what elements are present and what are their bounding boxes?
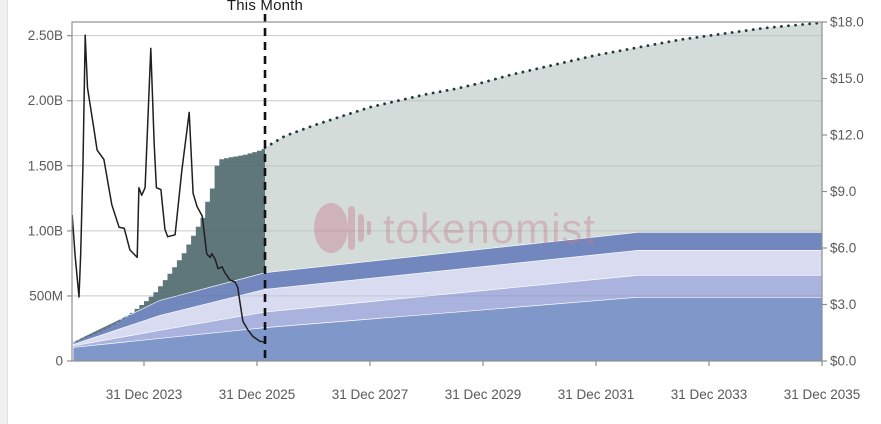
watermark: tokenomist: [314, 203, 596, 253]
y-left-tick-label-2: 1.00B: [28, 223, 63, 238]
y-left-tick-label-5: 2.50B: [28, 28, 63, 43]
logo-bar-0: [348, 206, 355, 250]
left-scroll-gutter: [0, 0, 8, 424]
unlocking-supply-future-top-line: [263, 21, 824, 149]
logo-bar-1: [358, 214, 364, 242]
unlocking-supply-future: [265, 22, 822, 273]
unlocked-supply-history: [73, 147, 266, 342]
x-tick-label-1: 31 Dec 2025: [219, 387, 296, 402]
y-left-tick-label-3: 1.50B: [28, 158, 63, 173]
axes-layer: [67, 21, 827, 366]
axis-labels-layer: 31 Dec 2023 31 Dec 2025 31 Dec 2027 31 Dec …: [28, 15, 864, 403]
grid-overlay-layer: [72, 35, 822, 297]
x-tick-label-4: 31 Dec 2031: [558, 387, 635, 402]
allocation-band-4: [73, 232, 822, 345]
y-right-tick-label-6: $18.0: [830, 15, 864, 30]
x-tick-label-3: 31 Dec 2029: [445, 387, 522, 402]
allocation-band-3: [73, 250, 822, 346]
y-left-tick-label-1: 500M: [29, 288, 63, 303]
y-right-tick-label-5: $15.0: [830, 71, 864, 86]
price-history: [71, 34, 266, 343]
y-right-tick-label-3: $9.0: [830, 184, 856, 199]
logo-bar-2: [367, 221, 371, 235]
allocation-band-1: [73, 297, 822, 361]
series-lines-layer: [71, 21, 824, 343]
x-tick-label-0: 31 Dec 2023: [106, 387, 183, 402]
this-month-annotation: This Month: [226, 0, 304, 14]
x-tick-label-2: 31 Dec 2027: [332, 387, 409, 402]
area-layer: [73, 22, 822, 361]
y-right-tick-label-0: $0.0: [830, 354, 856, 369]
y-left-tick-label-0: 0: [55, 354, 63, 369]
x-tick-label-6: 31 Dec 2035: [784, 387, 861, 402]
logo-disc: [314, 203, 348, 253]
tokenomist-logo-icon: [314, 203, 371, 253]
y-right-tick-label-4: $12.0: [830, 128, 864, 143]
x-tick-label-5: 31 Dec 2033: [671, 387, 748, 402]
allocation-band-2: [73, 275, 822, 348]
y-left-tick-label-4: 2.00B: [28, 93, 63, 108]
y-right-tick-label-1: $3.0: [830, 297, 856, 312]
watermark-text: tokenomist: [383, 205, 596, 252]
y-right-tick-label-2: $6.0: [830, 241, 856, 256]
